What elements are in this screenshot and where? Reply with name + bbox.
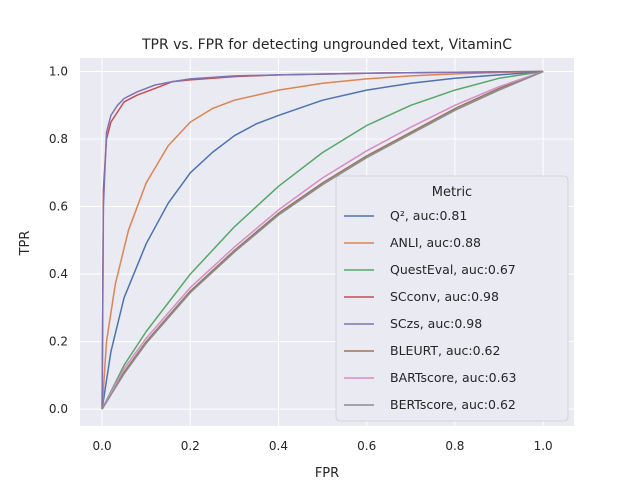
legend-label-1: ANLI, auc:0.88 xyxy=(390,235,481,250)
legend-title: Metric xyxy=(432,185,472,200)
legend-box xyxy=(335,175,569,422)
legend-label-3: SCconv, auc:0.98 xyxy=(390,289,499,304)
x-tick-label: 0.4 xyxy=(269,439,288,453)
y-tick-label: 0.2 xyxy=(49,335,68,349)
series-line-7 xyxy=(101,70,544,410)
x-tick-label: 0.0 xyxy=(93,439,112,453)
y-tick-label: 0.8 xyxy=(49,132,68,146)
series-line-6 xyxy=(101,70,544,410)
series-line-4 xyxy=(101,70,544,410)
legend-label-4: SCzs, auc:0.98 xyxy=(390,316,482,331)
series-line-1 xyxy=(101,70,544,410)
tick-labels: 0.0 0.2 0.4 0.6 0.8 1.0 0.0 0.2 0.4 0.6 0.8 1.0 xyxy=(49,65,553,453)
x-tick-label: 1.0 xyxy=(534,439,553,453)
x-tick-label: 0.2 xyxy=(181,439,200,453)
legend-label-7: BERTscore, auc:0.62 xyxy=(390,397,516,412)
y-tick-label: 0.6 xyxy=(49,200,68,214)
series-lines xyxy=(101,70,544,410)
legend-label-2: QuestEval, auc:0.67 xyxy=(390,262,516,277)
y-tick-label: 0.4 xyxy=(49,267,68,281)
x-tick-label: 0.8 xyxy=(445,439,464,453)
chart-title: TPR vs. FPR for detecting ungrounded tex… xyxy=(141,37,512,53)
legend-label-0: Q², auc:0.81 xyxy=(390,208,467,223)
x-tick-label: 0.6 xyxy=(357,439,376,453)
series-line-2 xyxy=(101,70,544,410)
legend-label-6: BARTscore, auc:0.63 xyxy=(390,370,517,385)
y-tick-label: 0.0 xyxy=(49,402,68,416)
series-line-0 xyxy=(101,70,544,410)
y-axis-label: TPR xyxy=(18,231,33,257)
y-tick-label: 1.0 xyxy=(49,65,68,79)
legend: Metric Q², auc:0.81 ANLI, auc:0.88 QuestEv… xyxy=(335,175,569,422)
x-axis-label: FPR xyxy=(315,466,339,480)
series-line-5 xyxy=(101,70,544,410)
legend-label-5: BLEURT, auc:0.62 xyxy=(390,343,500,358)
